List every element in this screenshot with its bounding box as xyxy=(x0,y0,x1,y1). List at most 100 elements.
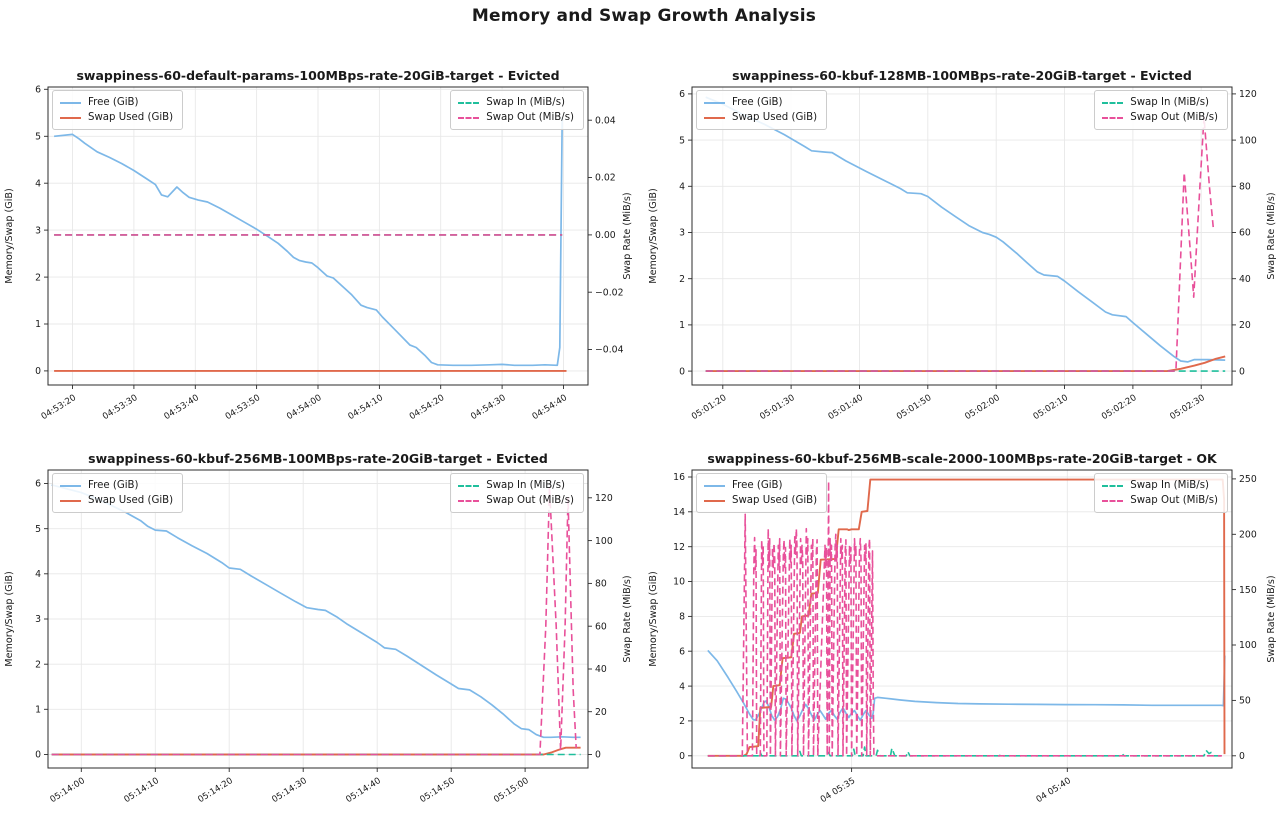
svg-text:0.04: 0.04 xyxy=(595,115,616,126)
svg-text:04:53:40: 04:53:40 xyxy=(162,393,200,422)
free-line-swatch xyxy=(60,484,81,487)
legend-row-free: Free (GiB) xyxy=(704,478,817,493)
legend-free-label: Free (GiB) xyxy=(732,480,783,491)
swap-used-line-swatch xyxy=(60,499,81,502)
svg-text:04:54:40: 04:54:40 xyxy=(531,393,569,422)
svg-text:−0.04: −0.04 xyxy=(595,345,624,356)
svg-text:Memory/Swap (GiB): Memory/Swap (GiB) xyxy=(4,188,15,283)
legend-swap-in-label: Swap In (MiB/s) xyxy=(486,97,565,108)
legend-row-free: Free (GiB) xyxy=(60,478,173,493)
subplot-4-canvas: 0 2 4 6 8 10 12 14 16 0 50 100 150 200 250 04 05:35 04 0… xyxy=(648,469,1277,805)
legend-row-free: Free (GiB) xyxy=(60,95,173,110)
free-line-swatch xyxy=(60,101,81,104)
svg-text:0: 0 xyxy=(35,366,41,377)
subplot-2: swappiness-60-kbuf-128MB-100MBps-rate-20… xyxy=(644,65,1288,448)
legend-row-swap-used: Swap Used (GiB) xyxy=(704,493,817,508)
svg-text:150: 150 xyxy=(1239,585,1257,596)
subplot-1-title: swappiness-60-default-params-100MBps-rat… xyxy=(76,68,560,83)
svg-text:04:54:00: 04:54:00 xyxy=(285,393,323,422)
svg-text:60: 60 xyxy=(595,621,607,632)
svg-text:16: 16 xyxy=(673,472,685,483)
subplot-3-legend-memory: Free (GiB) Swap Used (GiB) xyxy=(52,473,184,513)
subplot-4-legend-memory: Free (GiB) Swap Used (GiB) xyxy=(696,473,828,513)
svg-text:40: 40 xyxy=(1239,274,1251,285)
svg-text:60: 60 xyxy=(1239,228,1251,239)
legend-row-swap-used: Swap Used (GiB) xyxy=(60,110,173,125)
legend-row-swap-out: Swap Out (MiB/s) xyxy=(458,110,574,125)
legend-row-swap-in: Swap In (MiB/s) xyxy=(1102,95,1218,110)
subplot-grid: swappiness-60-default-params-100MBps-rat… xyxy=(0,65,1288,831)
svg-text:04 05:35: 04 05:35 xyxy=(819,776,857,805)
swap-in-line-swatch xyxy=(458,101,480,104)
svg-text:0.02: 0.02 xyxy=(595,173,616,184)
svg-text:0: 0 xyxy=(679,366,685,377)
swap-in-line-swatch xyxy=(1102,101,1124,104)
svg-text:1: 1 xyxy=(679,320,685,331)
svg-text:6: 6 xyxy=(35,479,41,490)
subplot-1-canvas: 0 1 2 3 4 5 6 0.04 0.02 0.00 −0.02 −0.04 04:53:20 04:… xyxy=(4,85,633,423)
svg-text:04:53:30: 04:53:30 xyxy=(101,393,139,422)
subplot-1-legend-memory: Free (GiB) Swap Used (GiB) xyxy=(52,90,184,130)
svg-text:05:01:50: 05:01:50 xyxy=(895,393,933,422)
legend-free-label: Free (GiB) xyxy=(88,97,139,108)
svg-text:Memory/Swap (GiB): Memory/Swap (GiB) xyxy=(648,571,659,666)
svg-text:0: 0 xyxy=(1239,366,1245,377)
svg-text:100: 100 xyxy=(595,536,613,547)
svg-text:6: 6 xyxy=(679,646,685,657)
legend-row-swap-out: Swap Out (MiB/s) xyxy=(1102,110,1218,125)
svg-text:80: 80 xyxy=(1239,182,1251,193)
svg-text:2: 2 xyxy=(35,272,41,283)
svg-text:10: 10 xyxy=(673,577,685,588)
svg-text:2: 2 xyxy=(679,716,685,727)
svg-text:05:02:20: 05:02:20 xyxy=(1100,393,1138,422)
svg-text:04:54:10: 04:54:10 xyxy=(347,393,385,422)
svg-text:14: 14 xyxy=(673,507,685,518)
legend-swap-used-label: Swap Used (GiB) xyxy=(732,495,818,506)
svg-text:120: 120 xyxy=(595,493,613,504)
svg-text:Swap Rate (MiB/s): Swap Rate (MiB/s) xyxy=(622,192,633,279)
swap-out-line-swatch xyxy=(1102,116,1124,119)
svg-text:04:54:30: 04:54:30 xyxy=(469,393,507,422)
free-line-swatch xyxy=(704,484,725,487)
svg-text:04:53:50: 04:53:50 xyxy=(224,393,262,422)
svg-text:05:14:50: 05:14:50 xyxy=(418,776,456,805)
svg-text:200: 200 xyxy=(1239,530,1257,541)
svg-text:0: 0 xyxy=(35,750,41,761)
svg-text:5: 5 xyxy=(679,135,685,146)
svg-text:6: 6 xyxy=(35,85,41,96)
svg-text:2: 2 xyxy=(679,274,685,285)
svg-text:05:14:20: 05:14:20 xyxy=(196,776,234,805)
svg-text:4: 4 xyxy=(679,182,685,193)
svg-text:4: 4 xyxy=(35,178,41,189)
swap-in-line-swatch xyxy=(1102,484,1124,487)
legend-swap-used-label: Swap Used (GiB) xyxy=(732,112,818,123)
legend-swap-out-label: Swap Out (MiB/s) xyxy=(1130,495,1218,506)
svg-text:100: 100 xyxy=(1239,135,1257,146)
legend-free-label: Free (GiB) xyxy=(732,97,783,108)
svg-text:05:02:30: 05:02:30 xyxy=(1168,393,1206,422)
svg-text:Swap Rate (MiB/s): Swap Rate (MiB/s) xyxy=(622,575,633,662)
legend-swap-used-label: Swap Used (GiB) xyxy=(88,112,174,123)
svg-text:6: 6 xyxy=(679,89,685,100)
svg-text:05:01:20: 05:01:20 xyxy=(690,393,728,422)
subplot-1: swappiness-60-default-params-100MBps-rat… xyxy=(0,65,644,448)
svg-text:05:02:10: 05:02:10 xyxy=(1032,393,1070,422)
legend-row-swap-used: Swap Used (GiB) xyxy=(704,110,817,125)
svg-text:50: 50 xyxy=(1239,696,1251,707)
svg-text:80: 80 xyxy=(595,579,607,590)
svg-text:3: 3 xyxy=(35,614,41,625)
legend-swap-out-label: Swap Out (MiB/s) xyxy=(486,112,574,123)
svg-text:Swap Rate (MiB/s): Swap Rate (MiB/s) xyxy=(1266,575,1277,662)
svg-text:5: 5 xyxy=(35,132,41,143)
svg-text:04:54:20: 04:54:20 xyxy=(408,393,446,422)
swap-used-line-swatch xyxy=(60,116,81,119)
subplot-3-title: swappiness-60-kbuf-256MB-100MBps-rate-20… xyxy=(88,451,548,466)
free-line-swatch xyxy=(704,101,725,104)
swap-out-line-swatch xyxy=(458,499,480,502)
svg-text:1: 1 xyxy=(35,705,41,716)
legend-swap-out-label: Swap Out (MiB/s) xyxy=(486,495,574,506)
subplot-4-title: swappiness-60-kbuf-256MB-scale-2000-100M… xyxy=(707,451,1217,466)
svg-text:0: 0 xyxy=(595,750,601,761)
subplot-4-legend-swap: Swap In (MiB/s) Swap Out (MiB/s) xyxy=(1094,473,1228,513)
